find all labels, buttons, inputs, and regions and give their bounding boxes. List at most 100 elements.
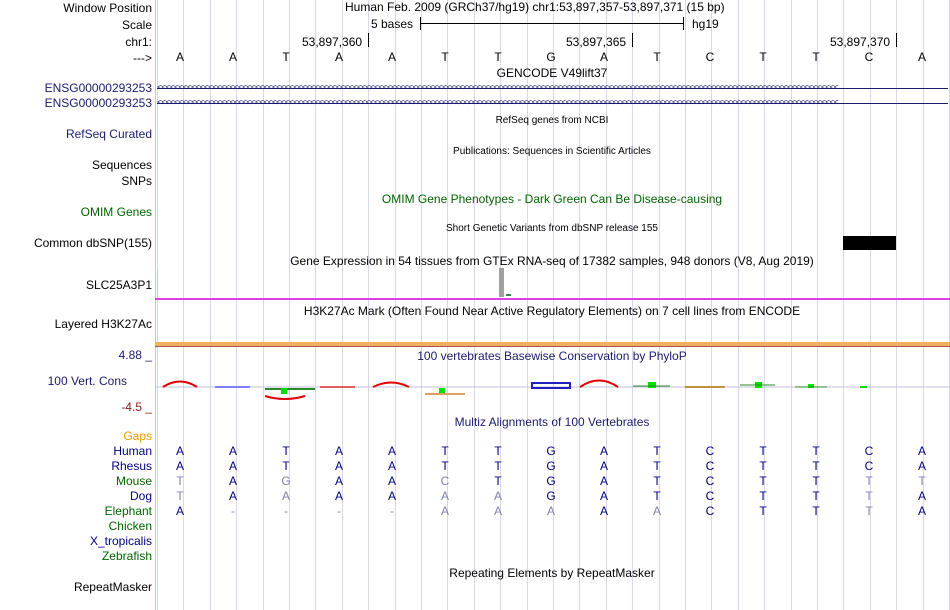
gtex-track-label[interactable]: SLC25A3P1 [85, 278, 152, 292]
reference-base: G [546, 50, 556, 64]
species-label[interactable]: Chicken [108, 519, 152, 533]
alignment-base: C [705, 459, 715, 473]
gtex-expression-bar[interactable] [506, 294, 511, 296]
phylop-peak [162, 380, 198, 388]
h3k27ac-track-label[interactable]: Layered H3K27Ac [54, 317, 152, 331]
alignment-base: T [176, 474, 184, 488]
alignment-base: T [282, 444, 290, 458]
alignment-base: A [917, 504, 926, 518]
reference-base: A [917, 50, 926, 64]
alignment-base: A [599, 459, 608, 473]
ruler-position: 53,897,360 [302, 35, 363, 49]
ruler-tick [896, 33, 897, 47]
phylop-peak [531, 382, 571, 389]
sequences-track-label[interactable]: Sequences [91, 158, 152, 172]
base-guide-line [605, 0, 607, 610]
base-guide-line [262, 0, 264, 610]
alignment-base: A [599, 504, 608, 518]
alignment-base: C [440, 474, 450, 488]
species-label[interactable]: Zebrafish [101, 549, 152, 563]
phylop-peak [648, 382, 656, 388]
reference-base: T [282, 50, 290, 64]
repeatmasker-track-label[interactable]: RepeatMasker [73, 580, 152, 594]
species-label[interactable]: Elephant [104, 504, 152, 518]
phylop-peak [281, 388, 287, 394]
dbsnp-variant[interactable] [843, 236, 896, 250]
phylop-conservation-plot[interactable] [155, 372, 950, 406]
reference-base: C [705, 50, 715, 64]
repeatmasker-track-title: Repeating Elements by RepeatMasker [449, 566, 655, 580]
dbsnp-track-title: Short Genetic Variants from dbSNP releas… [446, 223, 658, 234]
species-label[interactable]: Mouse [115, 474, 152, 488]
h3k27ac-signal [155, 342, 950, 346]
alignment-base: T [494, 459, 502, 473]
alignment-base: T [653, 444, 661, 458]
reference-base: T [759, 50, 767, 64]
alignment-base: T [441, 444, 449, 458]
publications-track-title: Publications: Sequences in Scientific Ar… [453, 146, 651, 157]
alignment-base: T [812, 489, 820, 503]
gencode-item-label[interactable]: ENSG00000293253 [44, 81, 152, 95]
species-label[interactable]: Rhesus [111, 459, 152, 473]
alignment-base: - [284, 504, 288, 518]
base-guide-line [236, 0, 238, 610]
scale-bar [420, 17, 684, 30]
alignment-base: G [546, 444, 556, 458]
alignment-base: T [812, 474, 820, 488]
species-label[interactable]: Human [113, 444, 152, 458]
alignment-base: C [705, 504, 715, 518]
alignment-base: T [653, 459, 661, 473]
alignment-base: C [705, 444, 715, 458]
snps-track-label[interactable]: SNPs [121, 174, 152, 188]
base-guide-line [658, 0, 660, 610]
gencode-transcript[interactable]: <<<<<<<<<<<<<<<<<<<<<<<<<<<<<<<<<<<<<<<<… [157, 85, 948, 92]
alignment-base: T [918, 474, 926, 488]
phylop-peak [372, 381, 410, 388]
dbsnp-track-label[interactable]: Common dbSNP(155) [33, 236, 152, 250]
reference-base: T [812, 50, 820, 64]
alignment-base: A [281, 489, 290, 503]
gtex-expression-bar[interactable] [499, 268, 504, 297]
alignment-base: T [865, 489, 873, 503]
gtex-track-title: Gene Expression in 54 tissues from GTEx … [290, 254, 814, 268]
base-guide-line [579, 0, 581, 610]
alignment-base: T [759, 474, 767, 488]
base-guide-line [473, 0, 475, 610]
h3k27ac-signal-base [155, 346, 950, 347]
reference-base: A [334, 50, 343, 64]
species-label[interactable]: X_tropicalis [89, 534, 152, 548]
ruler-position: 53,897,370 [830, 35, 891, 49]
base-guide-line [685, 0, 686, 610]
alignment-base: T [865, 474, 873, 488]
alignment-base: A [228, 489, 237, 503]
base-guide-line [341, 0, 343, 610]
alignment-base: G [281, 474, 291, 488]
alignment-base: A [228, 444, 237, 458]
alignment-base: A [334, 459, 343, 473]
omim-track-title: OMIM Gene Phenotypes - Dark Green Can Be… [381, 192, 723, 206]
gencode-track-title: GENCODE V49lift37 [496, 66, 608, 80]
species-label[interactable]: Dog [129, 489, 152, 503]
alignment-base: T [653, 489, 661, 503]
alignment-base: T [441, 459, 449, 473]
scale-label: Scale [121, 18, 152, 32]
gencode-item-label[interactable]: ENSG00000293253 [44, 96, 152, 110]
alignment-base: C [705, 489, 715, 503]
refseq-track-label[interactable]: RefSeq Curated [65, 127, 152, 141]
alignment-base: T [865, 504, 873, 518]
alignment-base: C [864, 444, 874, 458]
gencode-transcript[interactable]: <<<<<<<<<<<<<<<<<<<<<<<<<<<<<<<<<<<<<<<<… [157, 100, 948, 107]
omim-track-label[interactable]: OMIM Genes [80, 205, 152, 219]
alignment-base: A [175, 504, 184, 518]
alignment-base: A [387, 489, 396, 503]
base-guide-line [447, 0, 449, 610]
alignment-base: A [917, 489, 926, 503]
ruler-tick [368, 33, 369, 47]
alignment-base: A [493, 489, 502, 503]
base-guide-line [896, 0, 898, 610]
alignment-base: A [440, 504, 449, 518]
alignment-base: A [334, 444, 343, 458]
phylop-track-title: 100 vertebrates Basewise Conservation by… [417, 349, 687, 363]
alignment-base: A [334, 474, 343, 488]
phylop-track-label[interactable]: 100 Vert. Cons [47, 374, 127, 388]
